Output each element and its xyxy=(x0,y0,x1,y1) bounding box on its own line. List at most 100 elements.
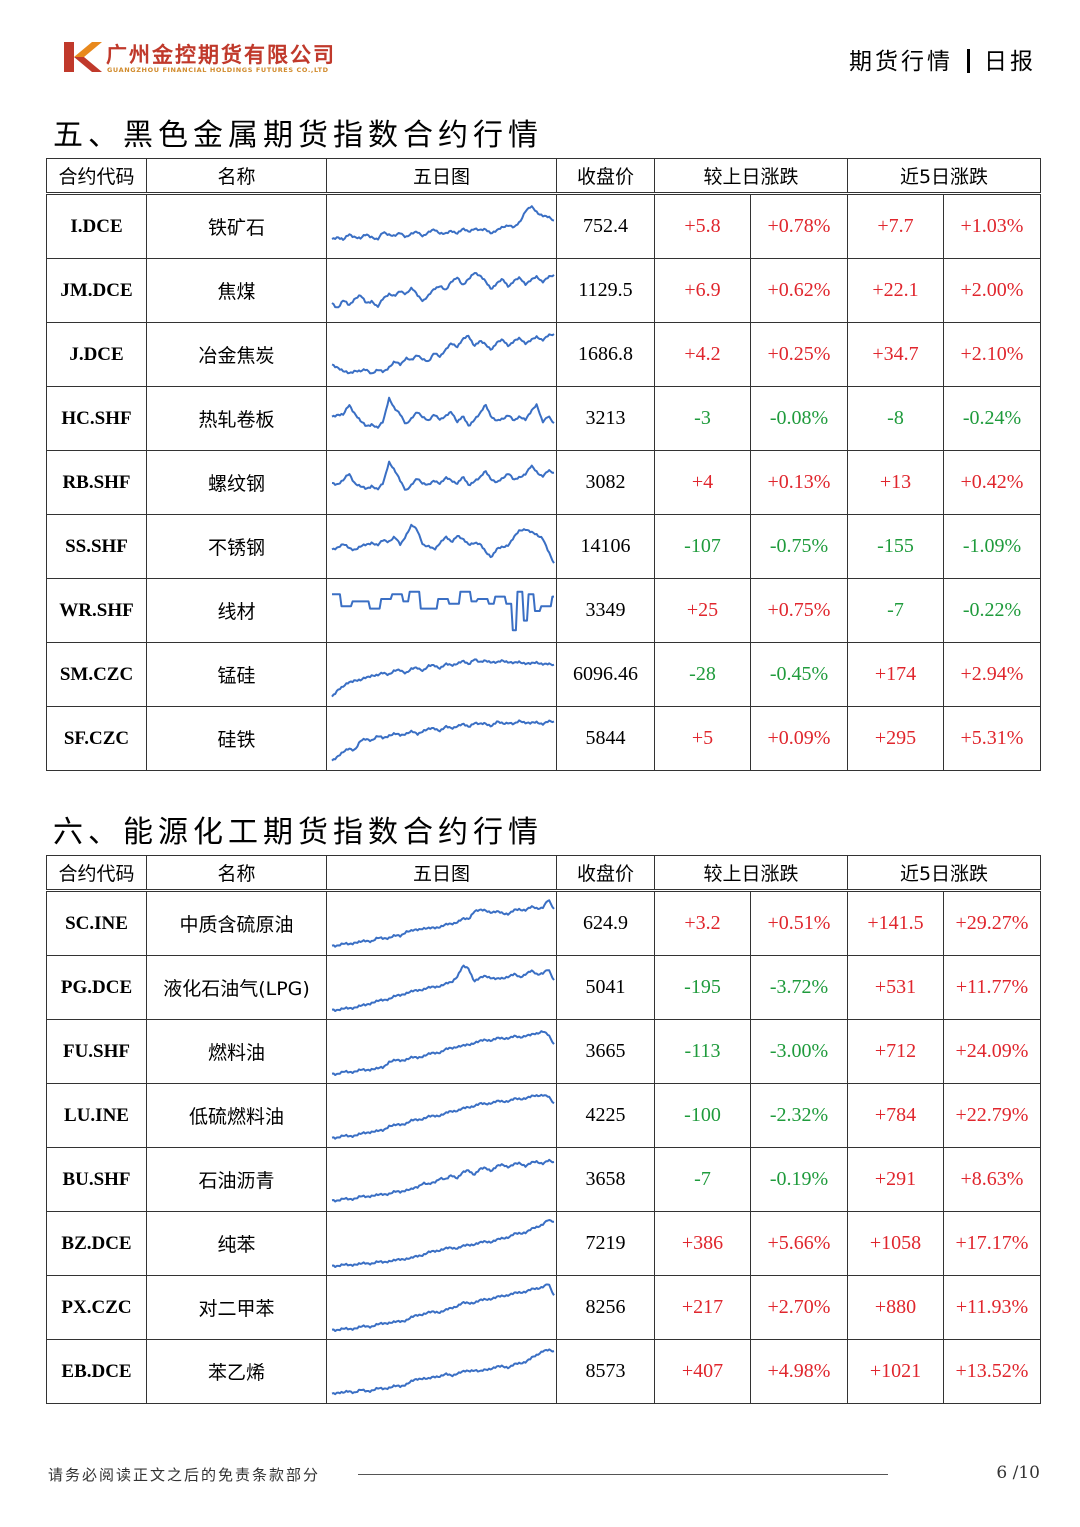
contract-name: 苯乙烯 xyxy=(146,1339,327,1404)
day-change-pct: +2.70% xyxy=(749,1275,849,1340)
table-row: SM.CZC 锰硅 6096.46 -28 -0.45% +174 +2.94% xyxy=(46,642,1042,707)
sparkline-chart xyxy=(331,460,555,491)
table-row: PX.CZC 对二甲苯 8256 +217 +2.70% +880 +11.93% xyxy=(46,1275,1042,1340)
sparkline-chart xyxy=(331,332,555,374)
contract-name: 不锈钢 xyxy=(146,514,327,579)
five-day-change: +1021 xyxy=(847,1339,945,1404)
five-day-change: +291 xyxy=(847,1147,945,1212)
sparkline-chart xyxy=(331,523,555,564)
contract-name: 线材 xyxy=(146,578,327,643)
contract-code: SF.CZC xyxy=(46,706,147,771)
company-name-en: GUANGZHOU FINANCIAL HOLDINGS FUTURES CO.… xyxy=(107,66,329,74)
section-title-energy-chemical: 六、能源化工期货指数合约行情 xyxy=(53,815,543,850)
contract-name: 燃料油 xyxy=(146,1019,327,1084)
day-change-pct: -0.75% xyxy=(749,514,849,579)
five-day-change: +295 xyxy=(847,706,945,771)
five-day-change: +13 xyxy=(847,450,945,515)
day-change: +5.8 xyxy=(654,193,751,259)
contract-code: EB.DCE xyxy=(46,1339,147,1404)
company-logo: 广州金控期货有限公司 GUANGZHOU FINANCIAL HOLDINGS … xyxy=(64,40,364,80)
close-price: 7219 xyxy=(556,1211,655,1276)
five-day-change: +531 xyxy=(847,955,945,1020)
sparkline-series xyxy=(331,271,555,308)
five-day-chart-cell xyxy=(326,258,557,323)
table-row: SC.INE 中质含硫原油 624.9 +3.2 +0.51% +141.5 +29.27% xyxy=(46,890,1042,956)
five-day-change: -7 xyxy=(847,578,945,643)
day-change: +386 xyxy=(654,1211,751,1276)
day-change: +3.2 xyxy=(654,890,751,956)
table-header-row: 合约代码 名称 五日图 收盘价 较上日涨跌 近5日涨跌 xyxy=(46,855,1042,892)
contract-code: JM.DCE xyxy=(46,258,147,323)
table-header-row: 合约代码 名称 五日图 收盘价 较上日涨跌 近5日涨跌 xyxy=(46,158,1042,195)
report-frequency: 日报 xyxy=(984,49,1036,75)
contract-code: WR.SHF xyxy=(46,578,147,643)
header-code: 合约代码 xyxy=(46,158,147,195)
sparkline-chart xyxy=(331,964,555,1012)
contract-name: 硅铁 xyxy=(146,706,327,771)
page-number: 6 /10 xyxy=(996,1463,1040,1483)
table-row: J.DCE 冶金焦炭 1686.8 +4.2 +0.25% +34.7 +2.10% xyxy=(46,322,1042,387)
day-change: +4.2 xyxy=(654,322,751,387)
five-day-chart-cell xyxy=(326,706,557,771)
header-code: 合约代码 xyxy=(46,855,147,892)
disclaimer-text: 请务必阅读正文之后的免责条款部分 xyxy=(48,1466,321,1484)
sparkline-series xyxy=(331,1218,555,1268)
table-row: I.DCE 铁矿石 752.4 +5.8 +0.78% +7.7 +1.03% xyxy=(46,193,1042,259)
close-price: 6096.46 xyxy=(556,642,655,707)
sparkline-series xyxy=(331,523,555,564)
five-day-change-pct: +2.94% xyxy=(943,642,1042,707)
sparkline-series xyxy=(331,964,555,1012)
five-day-change: +712 xyxy=(847,1019,945,1084)
sparkline-series xyxy=(332,590,554,631)
day-change-pct: +0.09% xyxy=(749,706,849,771)
close-price: 3665 xyxy=(556,1019,655,1084)
table-row: LU.INE 低硫燃料油 4225 -100 -2.32% +784 +22.79% xyxy=(46,1083,1042,1148)
ferrous-metals-table: 合约代码 名称 五日图 收盘价 较上日涨跌 近5日涨跌 I.DCE 铁矿石 752.4 +5.8 +… xyxy=(46,158,1042,771)
footer-divider xyxy=(358,1474,888,1475)
sparkline-series xyxy=(331,657,555,697)
contract-name: 冶金焦炭 xyxy=(146,322,327,387)
five-day-change: -8 xyxy=(847,386,945,451)
close-price: 1686.8 xyxy=(556,322,655,387)
company-name-cn: 广州金控期货有限公司 xyxy=(106,43,336,67)
sparkline-series xyxy=(331,396,555,429)
close-price: 4225 xyxy=(556,1083,655,1148)
contract-name: 热轧卷板 xyxy=(146,386,327,451)
five-day-chart-cell xyxy=(326,1083,557,1148)
contract-name: 螺纹钢 xyxy=(146,450,327,515)
close-price: 624.9 xyxy=(556,890,655,956)
sparkline-series xyxy=(331,1093,555,1140)
contract-name: 液化石油气(LPG) xyxy=(146,955,327,1020)
day-change: -195 xyxy=(654,955,751,1020)
five-day-change-pct: -0.24% xyxy=(943,386,1042,451)
five-day-chart-cell xyxy=(326,1019,557,1084)
table-row: EB.DCE 苯乙烯 8573 +407 +4.98% +1021 +13.52% xyxy=(46,1339,1042,1404)
contract-name: 对二甲苯 xyxy=(146,1275,327,1340)
five-day-chart-cell xyxy=(326,642,557,707)
sparkline-series xyxy=(331,1158,555,1202)
contract-code: FU.SHF xyxy=(46,1019,147,1084)
table-row: FU.SHF 燃料油 3665 -113 -3.00% +712 +24.09% xyxy=(46,1019,1042,1084)
five-day-chart-cell xyxy=(326,1147,557,1212)
sparkline-chart xyxy=(331,1218,555,1268)
close-price: 5041 xyxy=(556,955,655,1020)
header-name: 名称 xyxy=(146,855,327,892)
five-day-chart-cell xyxy=(326,578,557,643)
header-five-day-change: 近5日涨跌 xyxy=(847,855,1042,892)
five-day-chart-cell xyxy=(326,514,557,579)
contract-name: 低硫燃料油 xyxy=(146,1083,327,1148)
page-footer: 请务必阅读正文之后的免责条款部分 6 /10 xyxy=(0,1455,1080,1495)
day-change-pct: -3.72% xyxy=(749,955,849,1020)
five-day-chart-cell xyxy=(326,955,557,1020)
header-name: 名称 xyxy=(146,158,327,195)
close-price: 5844 xyxy=(556,706,655,771)
five-day-chart-cell xyxy=(326,193,557,259)
sparkline-chart xyxy=(331,898,555,948)
day-change-pct: +0.78% xyxy=(749,193,849,259)
header-close: 收盘价 xyxy=(556,158,655,195)
five-day-change: +7.7 xyxy=(847,193,945,259)
day-change: +4 xyxy=(654,450,751,515)
logo-k-icon xyxy=(64,42,102,72)
five-day-change-pct: +11.77% xyxy=(943,955,1042,1020)
close-price: 14106 xyxy=(556,514,655,579)
